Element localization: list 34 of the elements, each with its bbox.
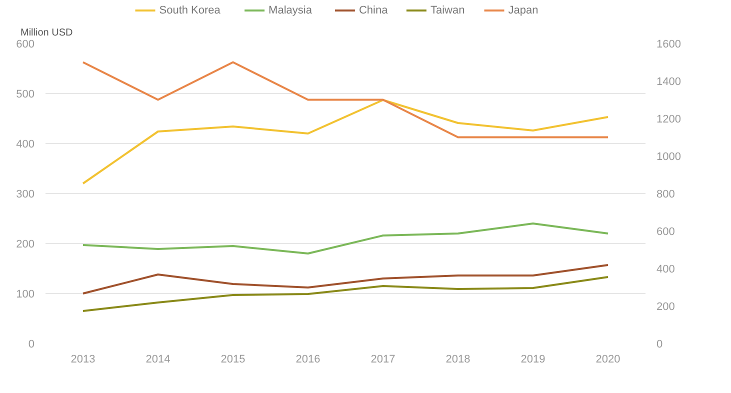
line-series: [82, 99, 609, 184]
y-tick-label: 0: [28, 338, 35, 350]
y2-tick-label: 200: [656, 301, 675, 313]
legend-label: Japan: [508, 4, 538, 16]
x-tick-label: 2015: [220, 354, 246, 366]
x-tick-label: 2017: [370, 354, 396, 366]
y2-tick-label: 600: [656, 226, 675, 238]
legend-label: South Korea: [159, 4, 222, 16]
y2-tick-label: 1000: [656, 151, 681, 163]
x-tick-label: 2013: [70, 354, 96, 366]
x-tick-label: 2016: [296, 354, 320, 366]
x-tick-label: 2019: [520, 354, 546, 366]
line-series: [82, 276, 609, 312]
x-tick-label: 2018: [446, 354, 470, 366]
line-series: [82, 222, 609, 254]
y2-tick-label: 1600: [656, 38, 681, 50]
y-tick-label: 600: [16, 38, 35, 50]
y-tick-label: 100: [16, 288, 35, 300]
y2-tick-label: 400: [656, 264, 675, 276]
x-tick-label: 2020: [596, 354, 620, 366]
x-tick-label: 2014: [146, 354, 170, 366]
y-tick-label: 300: [16, 188, 35, 200]
y2-tick-label: 0: [656, 338, 663, 350]
y2-tick-label: 1400: [656, 76, 681, 88]
legend-label: China: [358, 4, 389, 16]
y-tick-label: 400: [16, 138, 35, 150]
y-tick-label: 200: [16, 238, 35, 250]
y2-tick-label: 1200: [656, 114, 681, 126]
y-axis-title: Million USD: [20, 28, 73, 38]
y-tick-label: 500: [16, 88, 35, 100]
line-series: [82, 264, 609, 294]
legend-label: Malaysia: [268, 4, 313, 16]
legend-label: Taiwan: [430, 4, 465, 16]
y2-tick-label: 800: [656, 188, 675, 200]
